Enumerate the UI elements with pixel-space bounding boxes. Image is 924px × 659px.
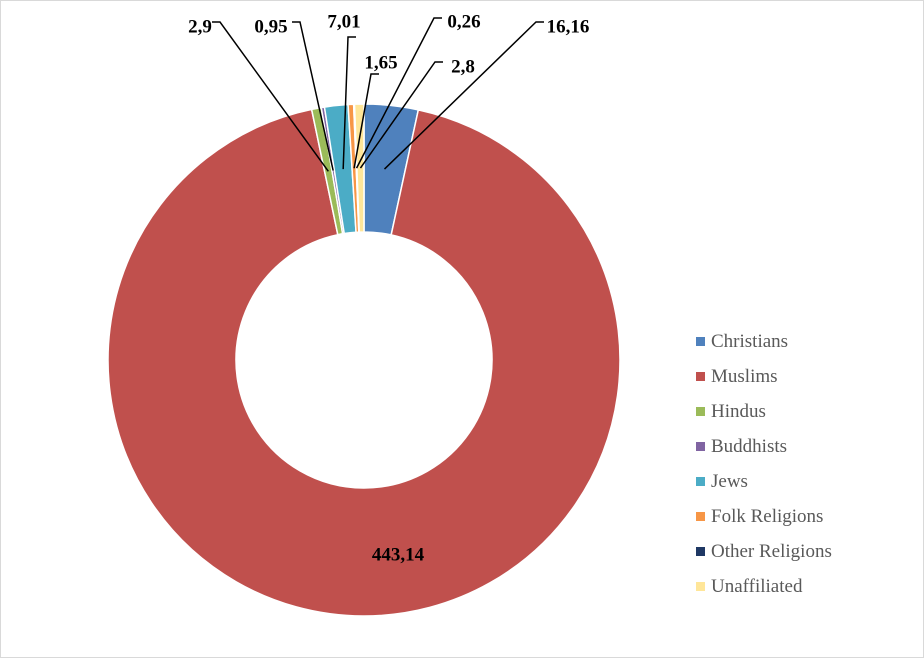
legend-swatch-jews (696, 477, 705, 486)
legend-label-unaffiliated: Unaffiliated (711, 575, 803, 597)
legend-swatch-muslims (696, 372, 705, 381)
legend-label-buddhists: Buddhists (711, 435, 788, 457)
legend-label-christians: Christians (711, 330, 789, 352)
leader-line-hindus (212, 21, 329, 172)
leader-lines (212, 17, 544, 172)
legend-item-muslims: Muslims (696, 359, 916, 394)
leader-line-christians (383, 21, 544, 170)
legend-swatch-other-religions (696, 547, 705, 556)
legend-swatch-christians (696, 337, 705, 346)
legend-label-jews: Jews (711, 470, 748, 492)
data-label-jews: 7,01 (327, 11, 360, 32)
slice-muslims (107, 108, 621, 617)
leader-line-buddhists (292, 21, 334, 171)
leader-line-unaffiliated (359, 61, 443, 169)
legend: Christians Muslims Hindus Buddhists Jews… (696, 324, 916, 604)
leader-line-jews (342, 36, 356, 170)
legend-label-folk-religions: Folk Religions (711, 505, 824, 527)
data-label-hindus: 2,9 (188, 16, 212, 37)
donut-slices (107, 103, 621, 617)
leader-line-folk-religions (353, 73, 379, 169)
legend-item-christians: Christians (696, 324, 916, 359)
legend-item-unaffiliated: Unaffiliated (696, 569, 916, 604)
legend-swatch-unaffiliated (696, 582, 705, 591)
legend-item-other-religions: Other Religions (696, 534, 916, 569)
legend-item-folk-religions: Folk Religions (696, 499, 916, 534)
data-label-muslims: 443,14 (372, 544, 425, 565)
legend-label-other-religions: Other Religions (711, 540, 832, 562)
legend-item-jews: Jews (696, 464, 916, 499)
data-label-other-religions: 0,26 (447, 11, 480, 32)
slice-unaffiliated (353, 103, 365, 233)
legend-item-buddhists: Buddhists (696, 429, 916, 464)
legend-swatch-buddhists (696, 442, 705, 451)
legend-swatch-folk-religions (696, 512, 705, 521)
data-label-folk-religions: 1,65 (364, 52, 397, 73)
data-label-unaffiliated: 2,8 (451, 56, 475, 77)
data-label-buddhists: 0,95 (254, 16, 287, 37)
leader-line-other-religions (355, 17, 442, 169)
legend-label-hindus: Hindus (711, 400, 766, 422)
legend-swatch-hindus (696, 407, 705, 416)
data-label-christians: 16,16 (547, 16, 590, 37)
legend-label-muslims: Muslims (711, 365, 778, 387)
data-labels: 16,16 443,14 2,9 0,95 7,011,65 0,26 2,8 (188, 11, 589, 565)
legend-item-hindus: Hindus (696, 394, 916, 429)
